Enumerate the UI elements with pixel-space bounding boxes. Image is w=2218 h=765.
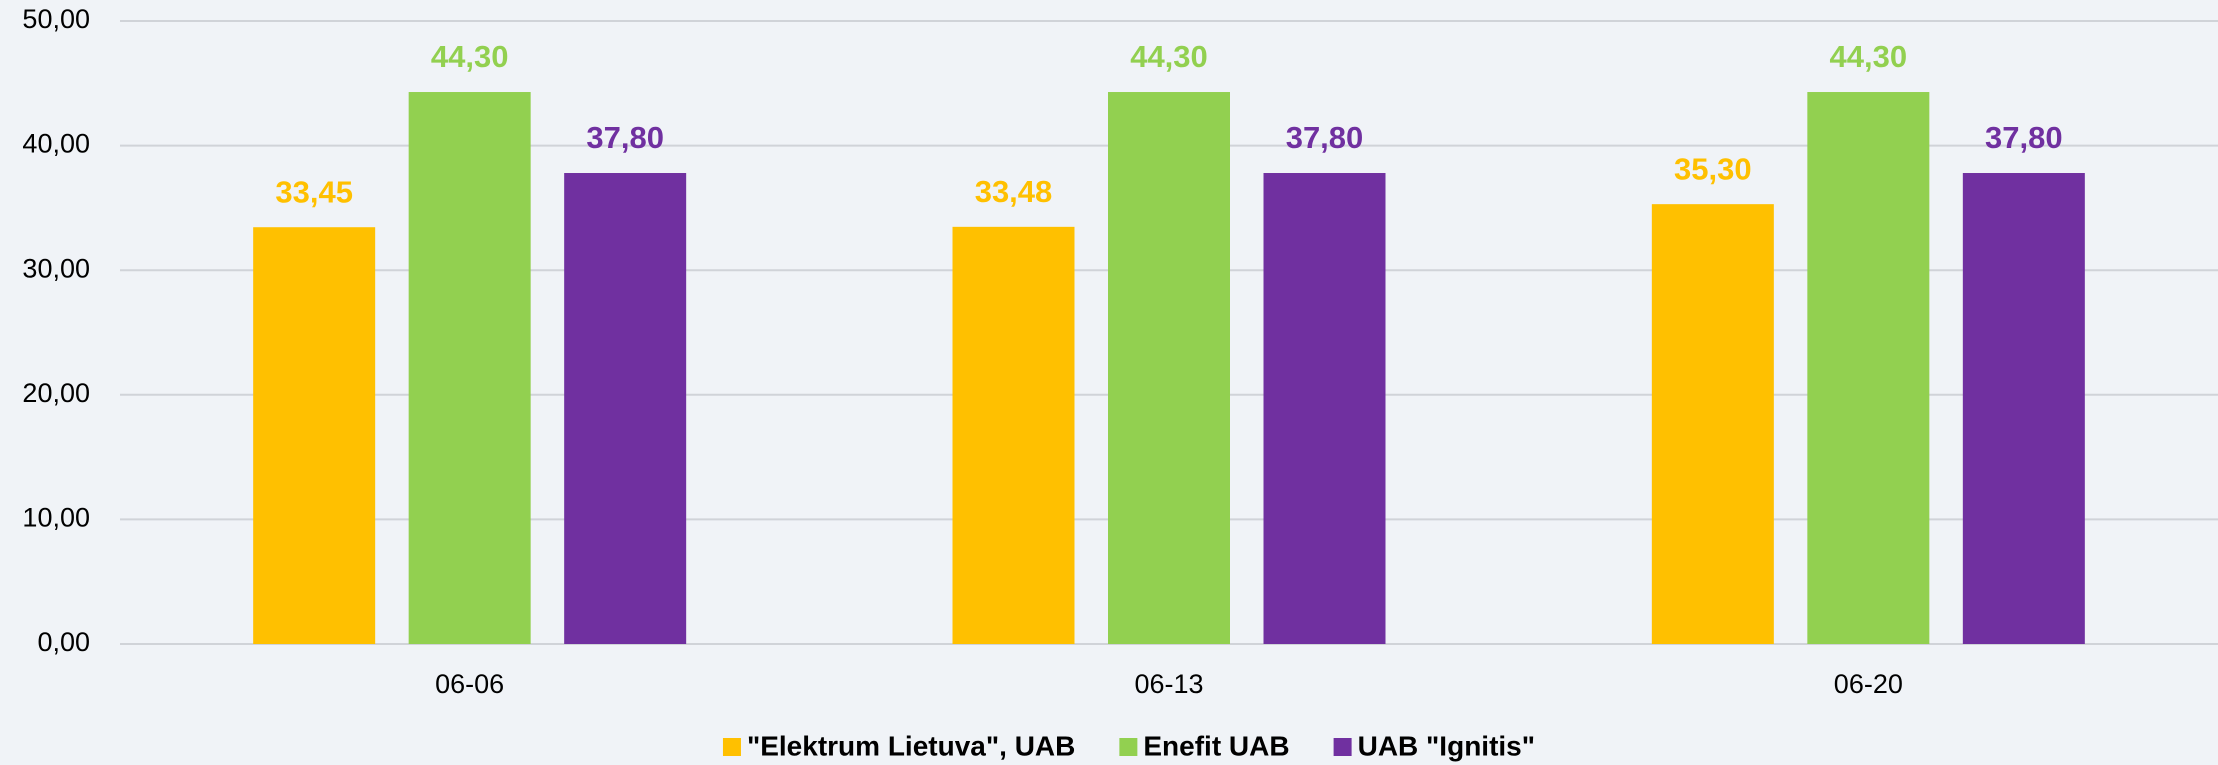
bar — [408, 92, 531, 645]
bar — [1962, 173, 2085, 644]
y-tick-label: 20,00 — [22, 378, 90, 408]
legend-marker — [1119, 738, 1138, 756]
legend-label: "Elektrum Lietuva", UAB — [747, 730, 1075, 761]
value-label: 37,80 — [586, 120, 664, 155]
legend-marker — [722, 738, 741, 756]
y-tick-label: 10,00 — [22, 503, 90, 533]
x-tick-label: 06-13 — [1134, 669, 1203, 699]
value-label: 33,45 — [275, 174, 353, 209]
bar — [253, 227, 376, 644]
bar — [564, 173, 687, 644]
y-tick-label: 30,00 — [22, 253, 90, 283]
bar — [1108, 92, 1230, 645]
legend-marker — [1333, 738, 1352, 756]
y-tick-label: 0,00 — [37, 627, 90, 657]
bar — [1807, 92, 1930, 645]
legend-label: Enefit UAB — [1143, 730, 1289, 761]
value-label: 35,30 — [1674, 151, 1752, 186]
value-label: 37,80 — [1286, 120, 1364, 155]
bar — [1651, 204, 1774, 645]
legend-label: UAB "Ignitis" — [1358, 730, 1535, 761]
y-tick-label: 50,00 — [22, 4, 90, 34]
bar — [1263, 173, 1386, 644]
bar — [952, 226, 1075, 644]
value-label: 44,30 — [1130, 39, 1208, 74]
x-tick-label: 06-06 — [435, 669, 504, 699]
value-label: 37,80 — [1985, 120, 2063, 155]
value-label: 33,48 — [975, 174, 1053, 209]
value-label: 44,30 — [1830, 39, 1908, 74]
value-label: 44,30 — [431, 39, 509, 74]
y-tick-label: 40,00 — [22, 129, 90, 159]
x-tick-label: 06-20 — [1834, 669, 1903, 699]
